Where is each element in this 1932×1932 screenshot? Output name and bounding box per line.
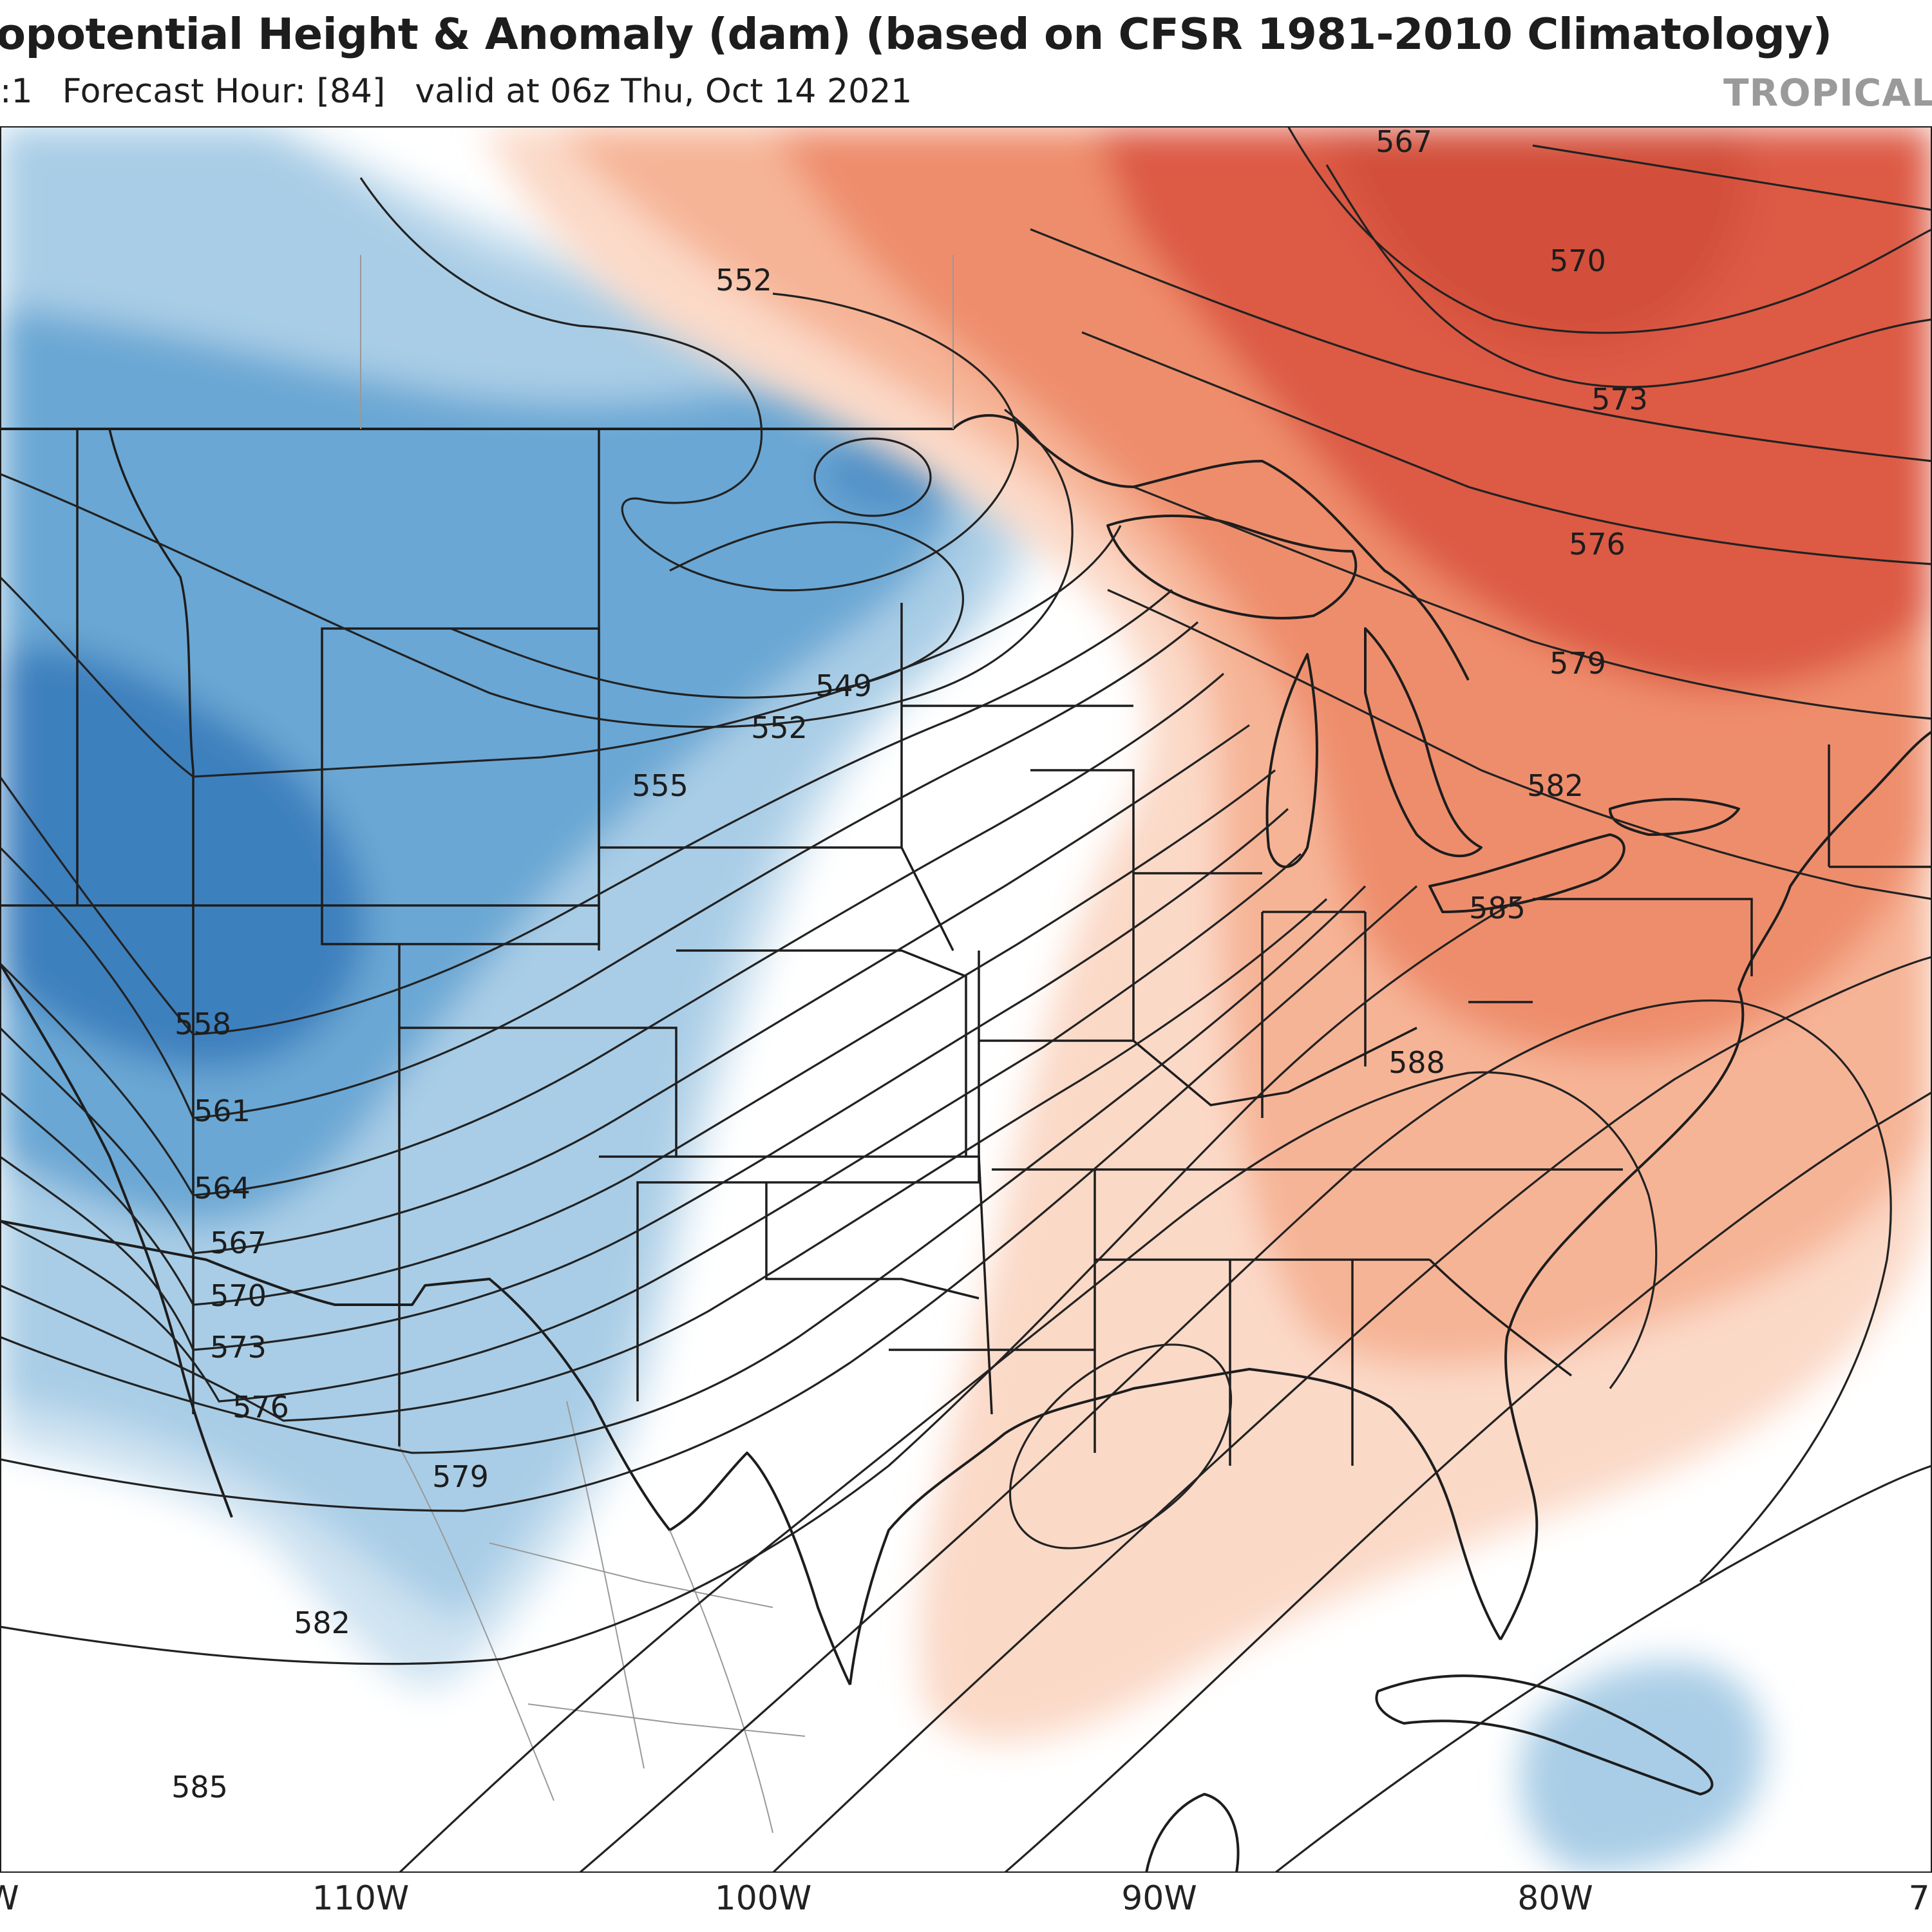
height-contours xyxy=(0,126,1932,1873)
contour-label: 585 xyxy=(1469,891,1526,925)
forecast-hour: Forecast Hour: [84] xyxy=(62,72,386,111)
contour-label: 567 xyxy=(210,1226,267,1260)
longitude-label: W xyxy=(0,1879,19,1918)
state-borders xyxy=(0,428,1932,1466)
contour-label: 579 xyxy=(1549,646,1606,681)
contour-label: 588 xyxy=(1388,1045,1445,1080)
contour-label: 555 xyxy=(632,768,688,803)
contour-label: 558 xyxy=(175,1007,231,1041)
map-subtitle: :1 Forecast Hour: [84] valid at 06z Thu, O… xyxy=(0,72,912,111)
contour-label: 579 xyxy=(432,1459,489,1494)
positive-anomaly-shading xyxy=(483,126,1932,1743)
map-header: opotential Height & Anomaly (dam) (based… xyxy=(0,0,1932,126)
longitude-label: 80W xyxy=(1517,1879,1593,1918)
contour-label: 561 xyxy=(194,1094,251,1128)
brand-watermark: TROPICAL xyxy=(1723,71,1932,115)
mexico-state-lines xyxy=(360,255,954,1833)
valid-time: valid at 06z Thu, Oct 14 2021 xyxy=(415,72,913,111)
longitude-axis: W 110W 100W 90W 80W 7 xyxy=(0,1873,1932,1932)
init-time-fragment: :1 xyxy=(0,72,33,111)
map-panel: 549 552 552 555 558 561 564 567 570 573 … xyxy=(0,126,1932,1873)
contour-label: 552 xyxy=(751,710,808,745)
longitude-label: 100W xyxy=(714,1879,812,1918)
contour-label: 582 xyxy=(1527,768,1584,803)
contour-label: 570 xyxy=(1549,243,1606,278)
map-title: opotential Height & Anomaly (dam) (based… xyxy=(0,9,1832,59)
contour-label: 576 xyxy=(1569,527,1625,562)
longitude-label: 110W xyxy=(312,1879,410,1918)
contour-label: 573 xyxy=(210,1330,267,1365)
longitude-label: 90W xyxy=(1121,1879,1197,1918)
longitude-label: 7 xyxy=(1908,1879,1930,1918)
contour-label: 576 xyxy=(232,1390,289,1425)
contour-label: 552 xyxy=(715,263,772,298)
contour-label: 585 xyxy=(171,1770,228,1804)
contour-label: 549 xyxy=(815,668,872,703)
contour-labels: 549 552 552 555 558 561 564 567 570 573 … xyxy=(171,126,1648,1804)
contour-label: 582 xyxy=(294,1605,350,1640)
contour-label: 573 xyxy=(1591,382,1648,417)
contour-label: 564 xyxy=(194,1171,251,1206)
geopotential-map: 549 552 552 555 558 561 564 567 570 573 … xyxy=(0,126,1932,1873)
contour-label: 570 xyxy=(210,1278,267,1313)
contour-label: 567 xyxy=(1376,126,1432,159)
